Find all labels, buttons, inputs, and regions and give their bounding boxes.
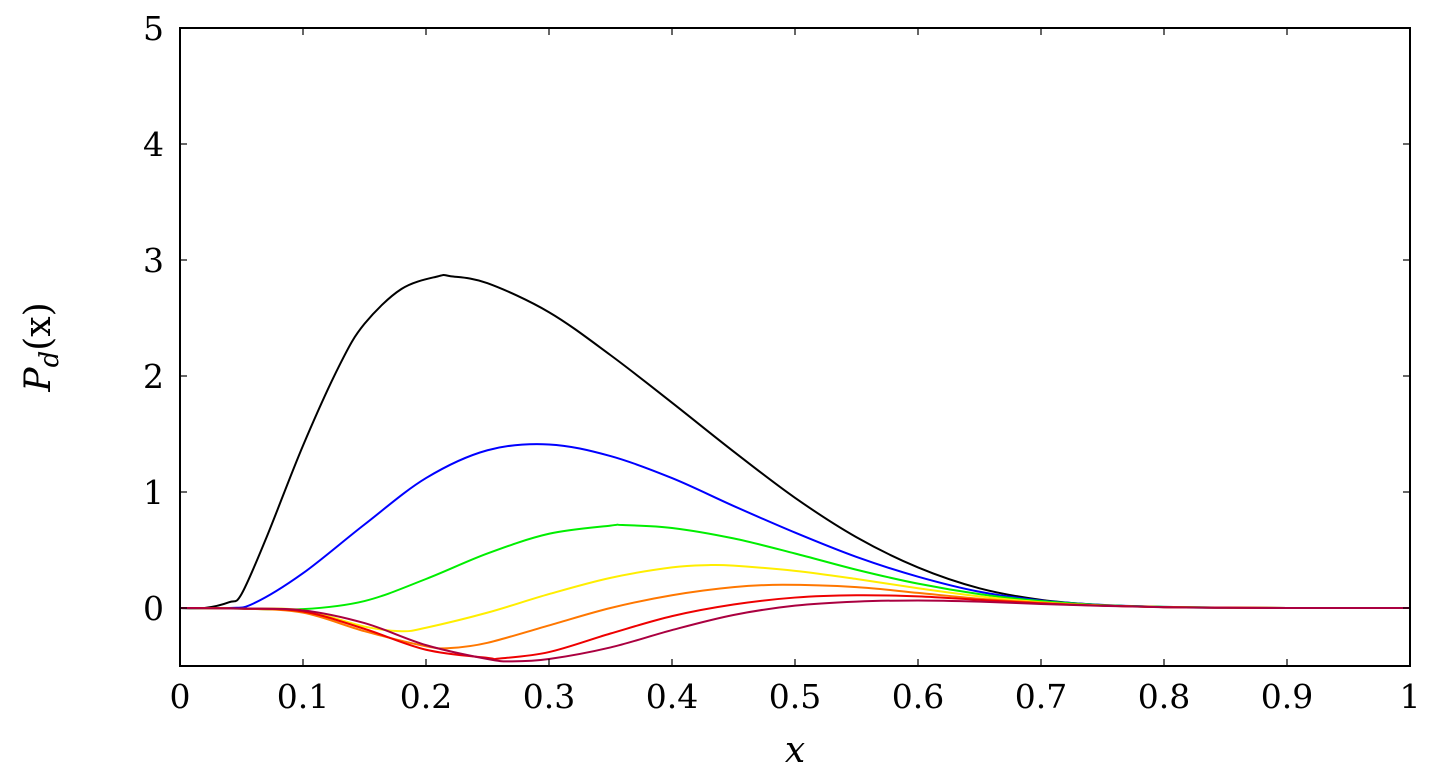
series-layer	[180, 273, 1410, 663]
y-tick-label: 3	[143, 241, 164, 280]
y-axis-label-arg: (x)	[18, 302, 59, 350]
y-tick-label: 4	[143, 125, 164, 164]
series-line-7	[180, 599, 1410, 663]
y-tick-label: 0	[143, 589, 164, 628]
y-tick-labels: 0 1 2 3 4 5	[143, 9, 164, 628]
x-tick-label: 0.4	[646, 677, 698, 716]
y-tick-label: 1	[143, 473, 164, 512]
y-tick-label: 5	[143, 9, 164, 48]
series-line-5	[180, 583, 1410, 650]
x-tick-label: 0	[170, 677, 191, 716]
series-line-2	[180, 443, 1410, 610]
x-tick-label: 0.5	[769, 677, 821, 716]
x-tick-label: 1	[1400, 677, 1421, 716]
x-tick-labels: 0 0.1 0.2 0.3 0.4 0.5 0.6 0.7 0.8 0.9 1	[170, 677, 1421, 716]
y-axis-label: Pd(x)	[18, 302, 65, 392]
y-axis-label-sub: d	[35, 351, 65, 368]
x-tick-label: 0.9	[1261, 677, 1313, 716]
x-tick-label: 0.6	[892, 677, 944, 716]
x-axis-label: x	[785, 730, 805, 771]
series-line-1	[180, 273, 1410, 610]
plot-area	[180, 273, 1410, 663]
x-tick-label: 0.7	[1015, 677, 1067, 716]
y-axis-label-main: P	[18, 367, 59, 393]
x-tick-label: 0.1	[277, 677, 329, 716]
x-tick-label: 0.8	[1138, 677, 1190, 716]
plot-frame	[179, 27, 1411, 667]
x-tick-label: 0.2	[400, 677, 452, 716]
x-tick-label: 0.3	[523, 677, 575, 716]
y-tick-label: 2	[143, 357, 164, 396]
